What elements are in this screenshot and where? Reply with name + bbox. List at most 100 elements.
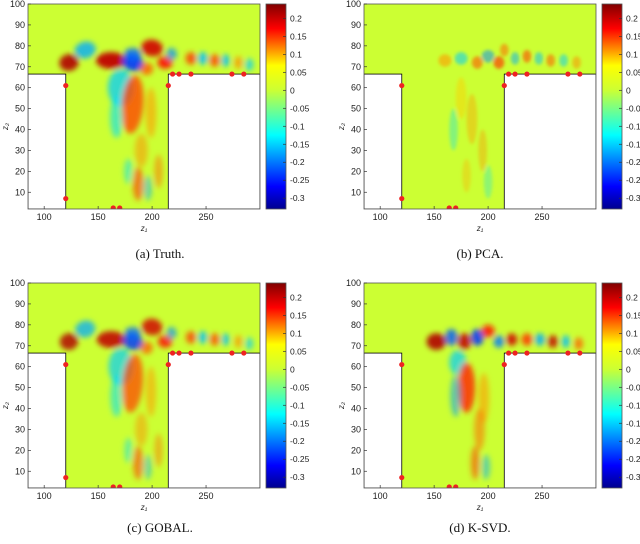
field-feature xyxy=(457,362,476,413)
field-feature xyxy=(444,329,458,346)
field-feature xyxy=(561,335,571,348)
x-tick-label: 200 xyxy=(145,212,160,222)
field-feature xyxy=(141,39,163,57)
colorbar-tick-label: -0.15 xyxy=(626,139,640,149)
field-feature xyxy=(245,337,254,350)
field-feature xyxy=(110,96,123,138)
x-tick-label: 100 xyxy=(37,212,52,222)
y-tick-label: 60 xyxy=(351,362,361,372)
field-feature xyxy=(534,333,546,346)
y-axis-label: z₂ xyxy=(1,402,10,410)
obstacle-right xyxy=(503,352,596,488)
y-tick-label: 20 xyxy=(15,445,25,455)
field-feature xyxy=(145,87,157,138)
colorbar xyxy=(265,3,287,210)
x-tick-label: 250 xyxy=(535,212,550,222)
field-feature xyxy=(481,324,495,338)
sensor-point xyxy=(512,350,518,356)
y-tick-label: 80 xyxy=(15,320,25,330)
colorbar-tick-label: -0.3 xyxy=(290,193,305,203)
sensor-point xyxy=(453,205,459,209)
sensor-point xyxy=(165,82,171,89)
sensor-point xyxy=(117,484,123,488)
sensor-point xyxy=(110,205,116,209)
sensor-point xyxy=(63,361,69,368)
x-axis-label: z₁ xyxy=(140,503,148,512)
field-feature xyxy=(132,167,144,201)
field-feature xyxy=(466,93,478,145)
y-tick-label: 90 xyxy=(15,299,25,309)
field-feature xyxy=(474,408,485,451)
sensor-point xyxy=(229,350,235,356)
field-feature xyxy=(124,47,142,61)
y-tick-label: 70 xyxy=(351,62,361,72)
field-feature xyxy=(559,54,568,67)
field-structures xyxy=(59,39,254,201)
panel-c: 100 150 200 250 10 20 30 40 50 60 70 80 90 100 z₁ z₂ 0.2… xyxy=(1,278,310,512)
colorbar-tick-label: -0.2 xyxy=(626,157,640,167)
caption-a: (a) Truth. xyxy=(135,246,185,261)
sensor-point xyxy=(176,350,182,356)
y-tick-label: 90 xyxy=(351,20,361,30)
y-tick-label: 20 xyxy=(351,166,361,176)
x-tick-label: 100 xyxy=(373,212,388,222)
field-feature xyxy=(132,446,144,480)
field-feature xyxy=(124,326,141,340)
y-tick-label: 100 xyxy=(10,0,25,9)
colorbar-tick-label: 0.05 xyxy=(290,67,307,77)
field-feature xyxy=(234,56,243,69)
colorbar-tick-label: 0.1 xyxy=(290,328,302,338)
y-tick-label: 10 xyxy=(351,187,361,197)
field-feature xyxy=(450,375,462,417)
field-feature xyxy=(522,50,532,63)
y-tick-label: 50 xyxy=(15,104,25,114)
sensor-point xyxy=(501,361,507,368)
field-feature xyxy=(546,54,555,67)
colorbar-tick-label: -0.05 xyxy=(290,103,310,113)
sensor-point xyxy=(241,71,247,77)
colorbar-tick-label: -0.25 xyxy=(626,454,640,464)
colorbar-tick-label: -0.15 xyxy=(290,418,310,428)
field-feature xyxy=(547,335,559,348)
x-axis-label: z₁ xyxy=(476,503,484,512)
sensor-point xyxy=(446,205,452,209)
x-tick-label: 200 xyxy=(481,491,496,501)
field-feature xyxy=(234,335,243,348)
y-tick-label: 50 xyxy=(351,104,361,114)
y-tick-label: 100 xyxy=(346,278,361,288)
obstacle-right xyxy=(167,73,260,209)
field-feature xyxy=(122,354,144,413)
x-tick-label: 200 xyxy=(145,491,160,501)
field-feature xyxy=(75,320,96,338)
colorbar-tick-label: -0.25 xyxy=(290,454,310,464)
y-tick-label: 70 xyxy=(351,341,361,351)
field-feature xyxy=(166,47,177,61)
caption-c: (c) GOBAL. xyxy=(127,520,193,535)
field-feature xyxy=(499,43,509,57)
x-tick-label: 250 xyxy=(199,491,214,501)
field-feature xyxy=(185,52,197,65)
field-feature xyxy=(134,133,148,168)
colorbar-tick-label: -0.15 xyxy=(290,139,310,149)
y-tick-label: 10 xyxy=(351,466,361,476)
field-feature xyxy=(154,433,163,468)
field-feature xyxy=(574,337,584,350)
y-tick-label: 30 xyxy=(15,145,25,155)
colorbar-tick-label: -0.3 xyxy=(290,472,305,482)
colorbar-tick-label: 0.05 xyxy=(290,346,307,356)
colorbar-tick-label: 0.15 xyxy=(626,310,640,320)
y-tick-label: 10 xyxy=(15,187,25,197)
y-tick-label: 90 xyxy=(351,299,361,309)
sensor-point xyxy=(241,350,247,356)
y-tick-label: 40 xyxy=(351,125,361,135)
sensor-point xyxy=(524,71,530,77)
sensor-point xyxy=(577,71,583,77)
field-feature xyxy=(140,62,154,76)
y-tick-label: 100 xyxy=(346,0,361,9)
plot-area xyxy=(28,4,260,209)
field-feature xyxy=(145,366,157,417)
field-feature xyxy=(426,333,447,350)
obstacle-left xyxy=(28,73,67,209)
